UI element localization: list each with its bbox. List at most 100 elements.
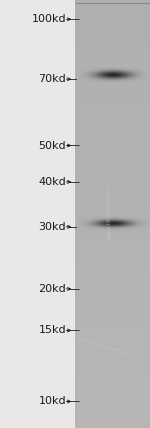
Bar: [75, 12, 150, 17]
Bar: [75, 201, 150, 205]
Text: —: —: [68, 74, 79, 84]
Text: 15kd: 15kd: [38, 325, 66, 336]
Bar: [75, 389, 150, 394]
Bar: [75, 137, 150, 141]
Bar: [75, 171, 150, 175]
Bar: [75, 145, 150, 150]
Bar: [75, 321, 150, 325]
Bar: [75, 64, 150, 68]
Text: —: —: [68, 325, 79, 336]
Bar: [75, 291, 150, 295]
Bar: [75, 55, 150, 60]
Bar: [75, 47, 150, 51]
Bar: [75, 141, 150, 146]
Text: 70kd: 70kd: [38, 74, 66, 84]
Bar: [75, 325, 150, 330]
Bar: [75, 346, 150, 351]
Bar: [75, 192, 150, 197]
Bar: [75, 308, 150, 312]
Bar: [75, 188, 150, 193]
Bar: [75, 214, 150, 218]
Bar: [75, 218, 150, 223]
Bar: [75, 265, 150, 270]
Bar: [75, 261, 150, 265]
Bar: [75, 38, 150, 43]
Text: 40kd: 40kd: [38, 177, 66, 187]
Bar: [75, 244, 150, 248]
Bar: [75, 77, 150, 81]
Bar: [75, 25, 150, 30]
Bar: [75, 107, 150, 111]
Bar: [75, 398, 150, 402]
Text: —: —: [68, 396, 79, 407]
Bar: [75, 410, 150, 415]
Bar: [75, 89, 150, 94]
Bar: [75, 132, 150, 137]
Bar: [75, 119, 150, 124]
Bar: [75, 316, 150, 321]
Bar: [75, 184, 150, 188]
Bar: [75, 128, 150, 133]
Bar: [75, 158, 150, 163]
Bar: [75, 98, 150, 103]
Bar: [75, 402, 150, 407]
Bar: [75, 30, 150, 34]
Bar: [75, 222, 150, 227]
Bar: [75, 4, 150, 9]
Bar: [75, 359, 150, 364]
Bar: [75, 372, 150, 377]
Bar: [75, 252, 150, 257]
Bar: [75, 226, 150, 231]
Bar: [75, 286, 150, 291]
Bar: [75, 329, 150, 334]
Bar: [75, 196, 150, 201]
Text: 30kd: 30kd: [38, 222, 66, 232]
Bar: [75, 81, 150, 86]
Bar: [75, 299, 150, 304]
Bar: [75, 209, 150, 214]
Bar: [75, 239, 150, 244]
Bar: [75, 205, 150, 210]
Bar: [75, 312, 150, 317]
Bar: [75, 154, 150, 158]
Bar: [75, 124, 150, 128]
Bar: [75, 269, 150, 274]
Text: —: —: [68, 284, 79, 294]
Bar: [75, 17, 150, 21]
Bar: [75, 342, 150, 347]
Bar: [75, 179, 150, 184]
Bar: [75, 363, 150, 368]
Bar: [75, 393, 150, 398]
Bar: [75, 338, 150, 342]
Bar: [75, 419, 150, 424]
Bar: [75, 21, 150, 26]
Bar: [75, 0, 150, 4]
Bar: [75, 333, 150, 338]
Bar: [75, 42, 150, 47]
Bar: [75, 415, 150, 419]
Bar: [75, 248, 150, 253]
Bar: [75, 166, 150, 171]
Bar: [75, 149, 150, 154]
Bar: [75, 102, 150, 107]
Bar: [75, 51, 150, 56]
Bar: [75, 231, 150, 235]
Bar: [75, 235, 150, 240]
Bar: [75, 278, 150, 282]
Text: —: —: [68, 222, 79, 232]
Bar: [75, 368, 150, 372]
Bar: [75, 351, 150, 355]
Text: www.ttl3lab.com: www.ttl3lab.com: [106, 188, 111, 240]
Bar: [75, 175, 150, 180]
Text: 100kd: 100kd: [31, 14, 66, 24]
Bar: [75, 111, 150, 116]
Text: —: —: [68, 177, 79, 187]
Bar: [75, 376, 150, 381]
Bar: [75, 34, 150, 39]
Bar: [75, 85, 150, 90]
Bar: [75, 380, 150, 385]
Bar: [75, 8, 150, 13]
Bar: [75, 282, 150, 287]
Bar: [75, 303, 150, 308]
Bar: [75, 385, 150, 389]
